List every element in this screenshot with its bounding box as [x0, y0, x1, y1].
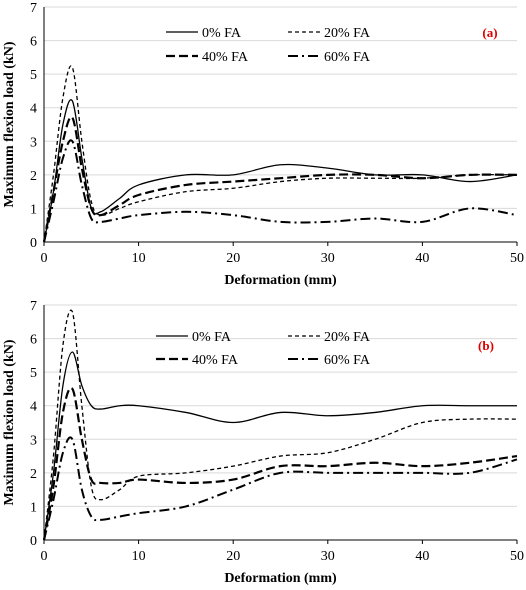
y-tick-label: 6 — [30, 35, 37, 50]
y-tick-label: 4 — [30, 102, 37, 117]
x-tick-label: 40 — [415, 251, 429, 266]
series-line-20-fa — [43, 309, 518, 541]
x-tick-label: 20 — [226, 549, 240, 564]
legend: 0% FA 20% FA 40% FA 60% FA — [156, 330, 371, 368]
panel-label: (b) — [478, 338, 494, 353]
y-tick-label: 1 — [30, 202, 37, 217]
y-tick-label: 7 — [30, 299, 37, 314]
x-tick-label: 50 — [510, 251, 524, 266]
y-tick-label: 5 — [30, 68, 37, 83]
y-tick-label: 5 — [30, 366, 37, 381]
series-line-20-fa — [43, 65, 518, 243]
series-line-40-fa — [42, 386, 518, 541]
legend-label: 40% FA — [202, 50, 249, 65]
x-axis-title: Deformation (mm) — [224, 571, 337, 586]
legend-label: 0% FA — [202, 26, 242, 41]
x-axis-title: Deformation (mm) — [224, 273, 337, 288]
y-tick-label: 3 — [30, 433, 37, 448]
x-tick-label: 40 — [415, 549, 429, 564]
y-tick-label: 2 — [30, 467, 37, 482]
x-tick-label: 50 — [510, 549, 524, 564]
legend-label: 60% FA — [324, 353, 371, 368]
y-tick-label: 0 — [30, 534, 37, 549]
legend-label: 40% FA — [192, 353, 239, 368]
y-axis-title: Maximum flexion load (kN) — [2, 339, 17, 505]
x-tick-label: 0 — [41, 549, 48, 564]
series-line-0-fa — [43, 351, 517, 541]
series-line-40-fa — [42, 115, 518, 243]
x-tick-label: 30 — [321, 549, 335, 564]
x-tick-label: 0 — [41, 251, 48, 266]
y-tick-label: 2 — [30, 169, 37, 184]
series-line-0-fa — [43, 99, 518, 243]
series-line-60-fa — [43, 436, 518, 541]
legend-label: 60% FA — [324, 50, 371, 65]
x-tick-label: 30 — [321, 251, 335, 266]
y-tick-label: 7 — [30, 1, 37, 16]
panel-label: (a) — [482, 25, 497, 40]
legend-label: 20% FA — [324, 26, 371, 41]
x-tick-label: 10 — [132, 549, 146, 564]
legend-label: 20% FA — [324, 330, 371, 345]
x-tick-label: 20 — [226, 251, 240, 266]
legend-label: 0% FA — [192, 330, 232, 345]
y-tick-label: 6 — [30, 333, 37, 348]
chart-panel-b: 0 1 2 3 4 5 6 7 0 10 20 30 40 50 Deformation (mm) Maxim… — [2, 299, 524, 586]
y-tick-label: 0 — [30, 236, 37, 251]
x-tick-label: 10 — [132, 251, 146, 266]
chart-panel-a: 0 1 2 3 4 5 6 7 0 10 20 30 40 50 Deformation (mm) Maxim… — [2, 1, 524, 288]
y-tick-label: 4 — [30, 400, 37, 415]
legend: 0% FA 20% FA 40% FA 60% FA — [166, 26, 371, 65]
y-axis-title: Maximum flexion load (kN) — [2, 41, 17, 207]
y-tick-label: 3 — [30, 135, 37, 150]
y-tick-label: 1 — [30, 500, 37, 515]
series-line-60-fa — [43, 139, 518, 243]
